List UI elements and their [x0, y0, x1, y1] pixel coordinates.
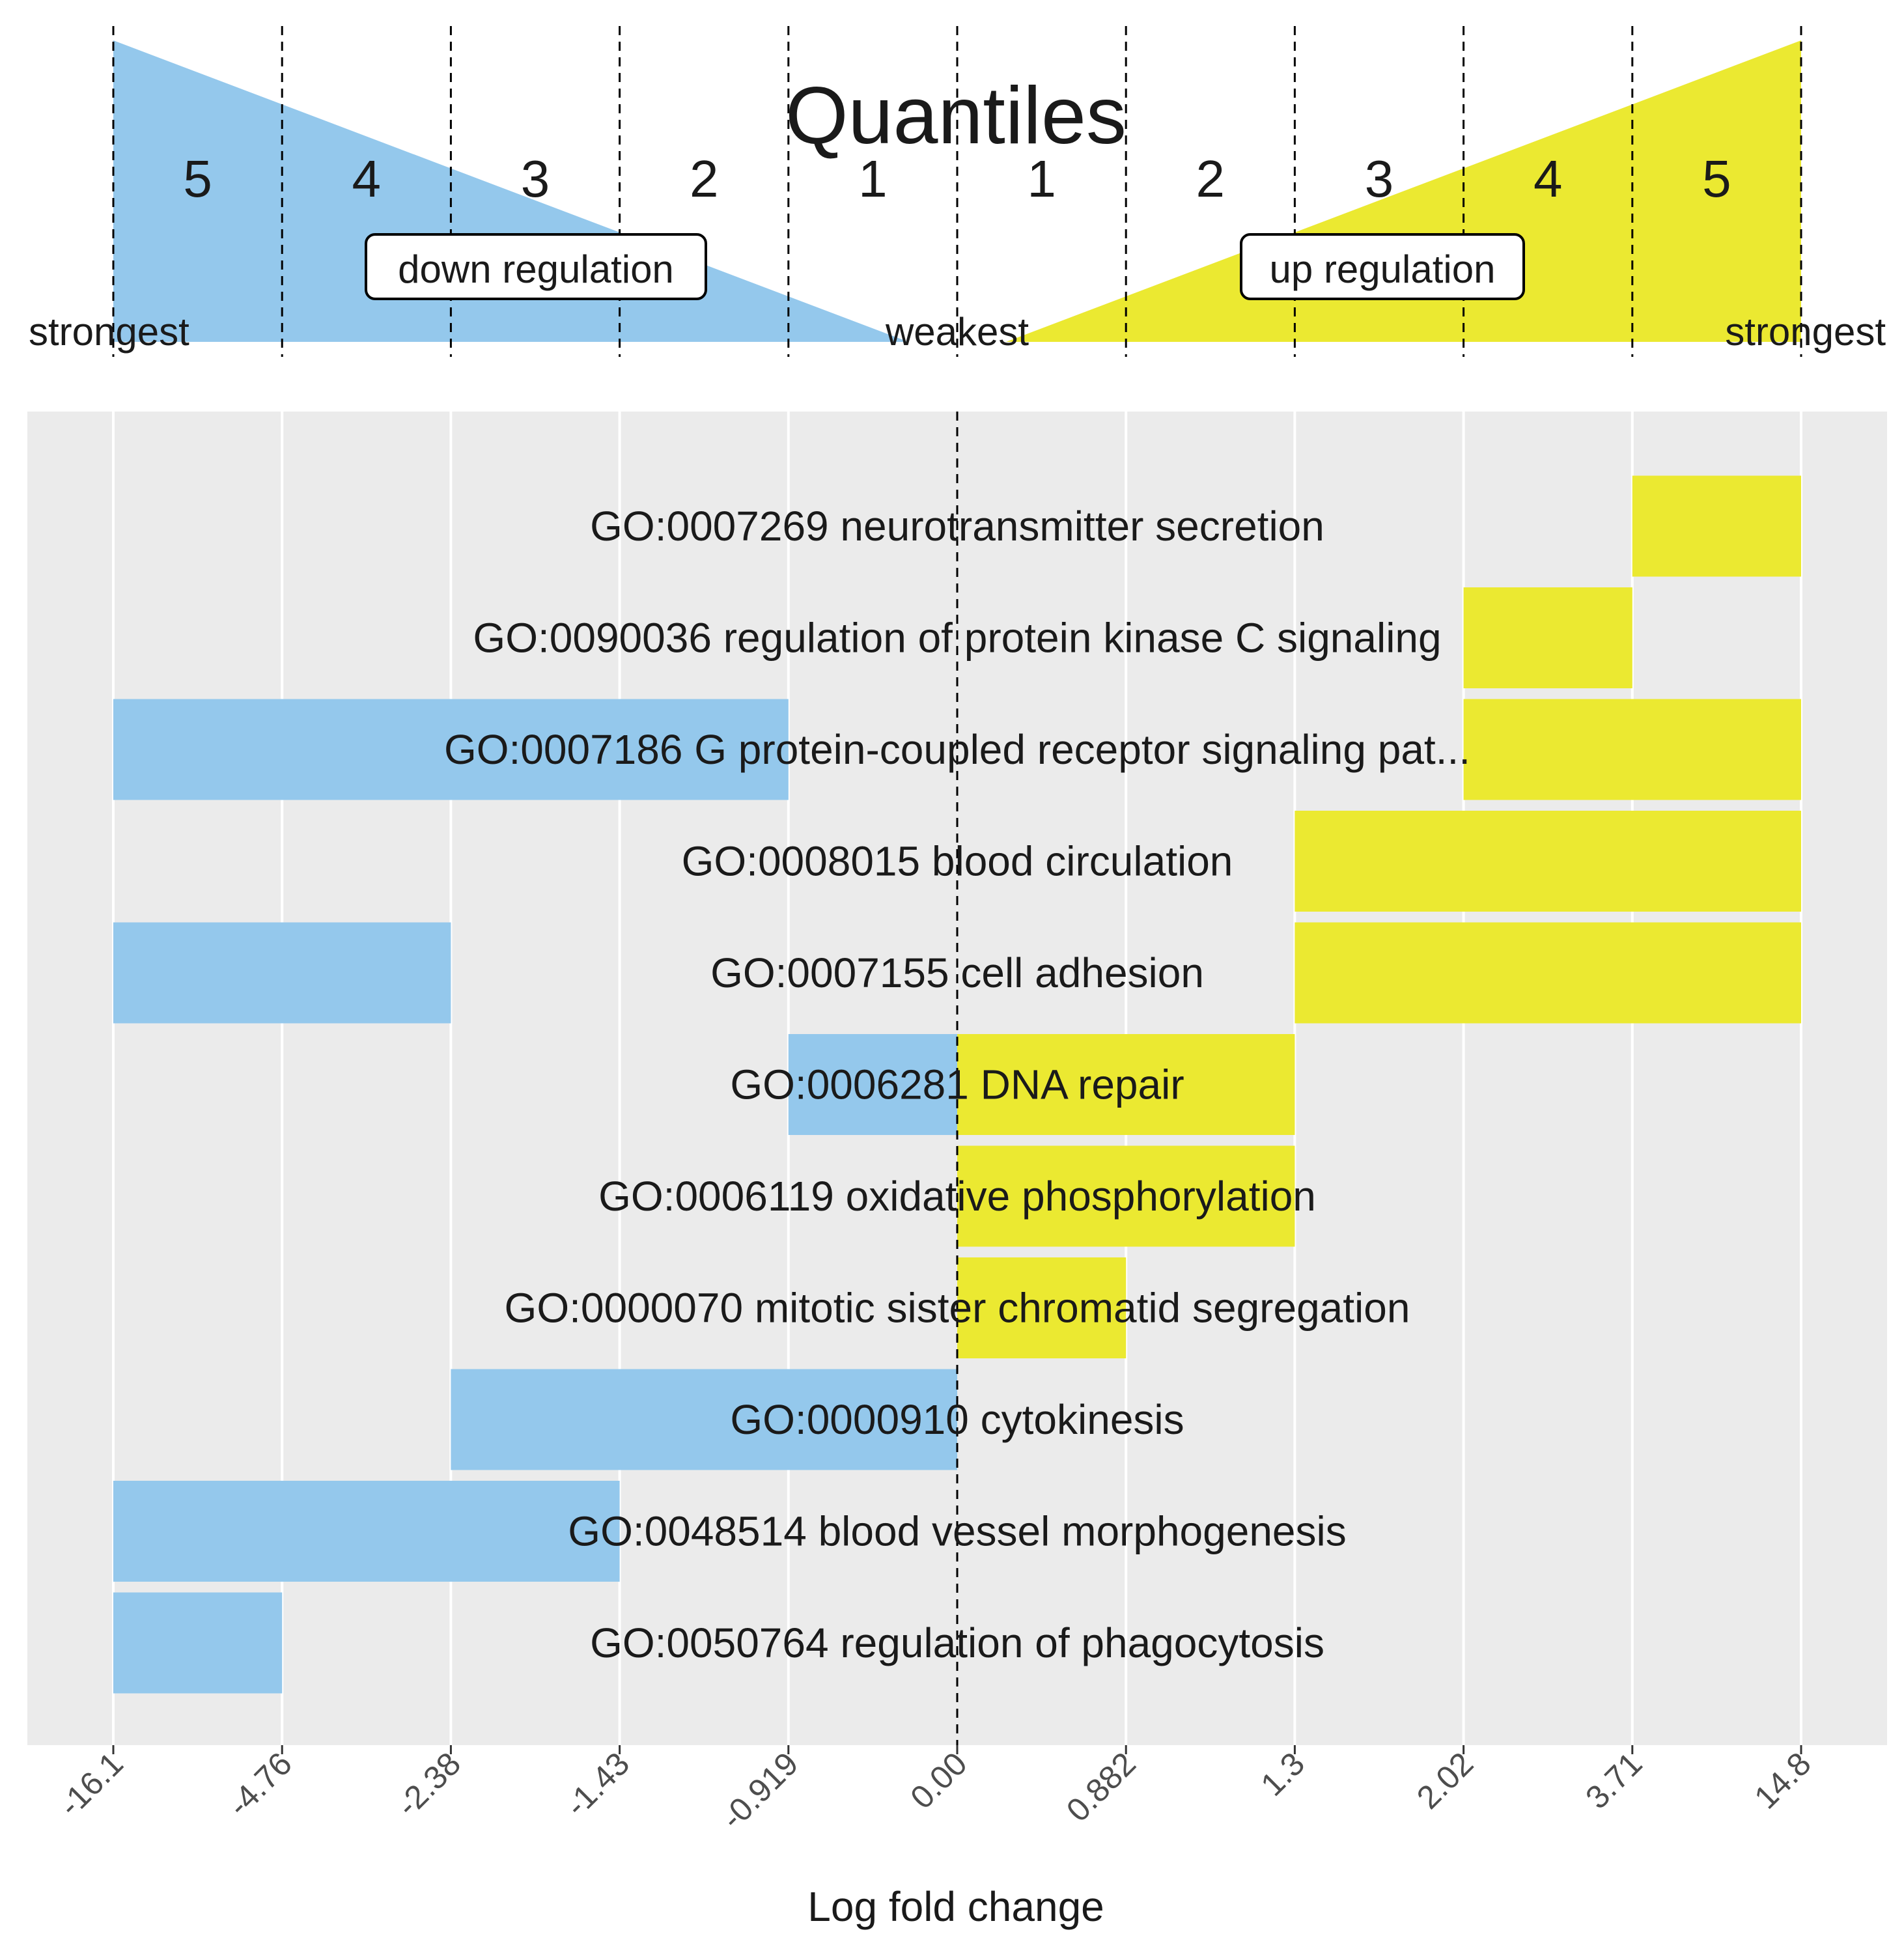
- up-regulation-label: up regulation: [1270, 247, 1496, 291]
- chart-title: Quantiles: [785, 71, 1127, 161]
- x-tick-label: 1.3: [1253, 1745, 1311, 1803]
- quantile-number: 5: [1702, 150, 1731, 208]
- x-tick-label: 2.02: [1410, 1745, 1480, 1815]
- quantile-number: 4: [352, 150, 382, 208]
- category-label: GO:0006281 DNA repair: [730, 1061, 1184, 1108]
- bar-up: [1295, 923, 1801, 1024]
- bar-down: [113, 923, 451, 1024]
- strongest-right-label: strongest: [1725, 310, 1886, 354]
- quantile-number: 5: [183, 150, 212, 208]
- bar-up: [1632, 476, 1801, 577]
- category-label: GO:0007155 cell adhesion: [710, 949, 1204, 996]
- x-axis-title: Log fold change: [807, 1883, 1104, 1930]
- category-label: GO:0050764 regulation of phagocytosis: [590, 1619, 1324, 1666]
- category-label: GO:0006119 oxidative phosphorylation: [598, 1173, 1316, 1220]
- quantile-number: 3: [1365, 150, 1394, 208]
- quantile-fold-change-chart: 5432112345 Quantiles down regulation up …: [0, 0, 1904, 1947]
- bar-up: [1464, 699, 1801, 800]
- category-label: GO:0000070 mitotic sister chromatid segr…: [505, 1285, 1410, 1332]
- x-tick-label: 3.71: [1578, 1745, 1649, 1815]
- quantile-number: 4: [1533, 150, 1563, 208]
- x-tick-label: 0.00: [903, 1745, 973, 1815]
- quantile-number: 2: [1196, 150, 1225, 208]
- quantile-number: 3: [521, 150, 550, 208]
- x-tick-label: -2.38: [389, 1745, 468, 1823]
- strongest-left-label: strongest: [29, 310, 189, 354]
- bar-up: [1295, 811, 1801, 912]
- bar-up: [1464, 587, 1632, 688]
- down-regulation-label: down regulation: [398, 247, 674, 291]
- weakest-label: weakest: [885, 310, 1029, 354]
- x-tick-label: -0.919: [714, 1745, 805, 1836]
- category-label: GO:0000910 cytokinesis: [730, 1396, 1184, 1443]
- x-tick-label: 0.882: [1059, 1745, 1143, 1828]
- category-label: GO:0090036 regulation of protein kinase …: [473, 615, 1441, 662]
- x-tick-label: -16.1: [52, 1745, 130, 1823]
- category-label: GO:0048514 blood vessel morphogenesis: [568, 1508, 1346, 1555]
- bar-down: [113, 1481, 620, 1582]
- category-label: GO:0007269 neurotransmitter secretion: [590, 503, 1324, 550]
- x-tick-label: 14.8: [1747, 1745, 1817, 1815]
- category-label: GO:0008015 blood circulation: [682, 838, 1233, 885]
- quantile-number: 2: [690, 150, 719, 208]
- x-tick-label: -1.43: [558, 1745, 636, 1823]
- category-label: GO:0007186 G protein-coupled receptor si…: [444, 726, 1470, 773]
- bar-down: [113, 1593, 282, 1694]
- x-tick-label: -4.76: [221, 1745, 299, 1823]
- x-axis: -16.1 -4.76 -2.38 -1.43 -0.919 0.00 0.882 1.3 2.…: [52, 1745, 1818, 1836]
